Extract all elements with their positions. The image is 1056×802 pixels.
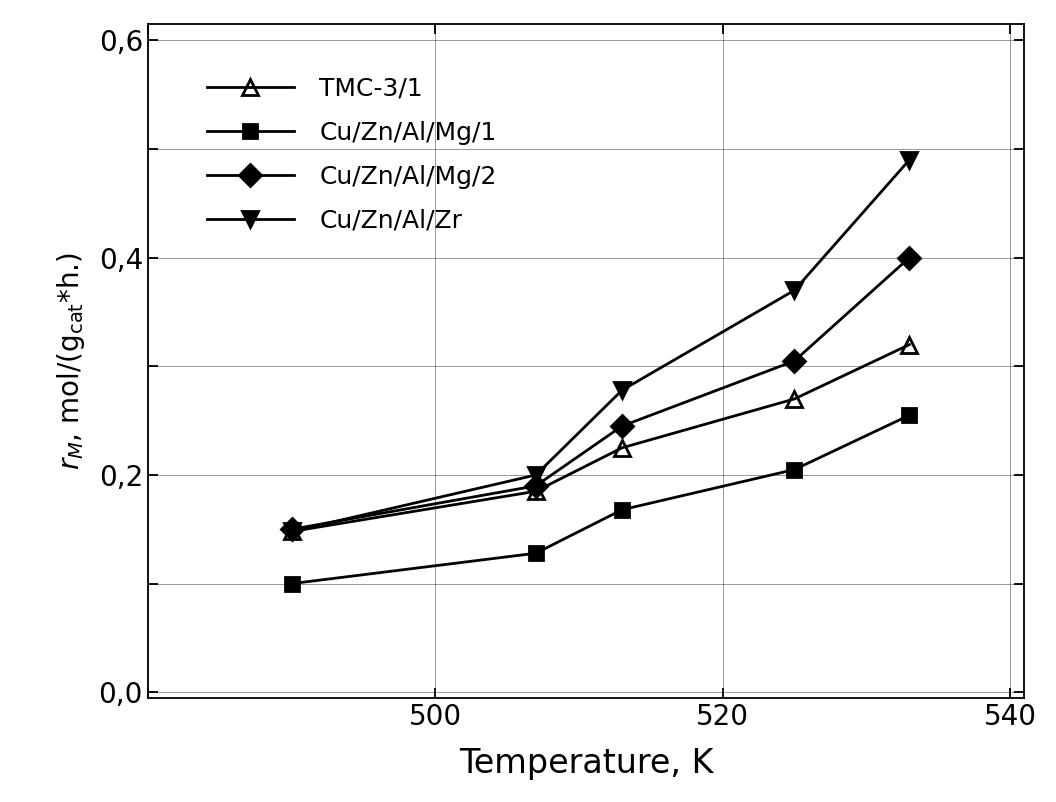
Cu/Zn/Al/Mg/1 [285, 579, 298, 589]
Cu/Zn/Al/Mg/1 [903, 411, 916, 420]
Line: Cu/Zn/Al/Mg/2: Cu/Zn/Al/Mg/2 [284, 250, 917, 537]
TMC-3/1 [616, 443, 628, 452]
X-axis label: Temperature, K: Temperature, K [458, 747, 714, 780]
Line: Cu/Zn/Al/Zr: Cu/Zn/Al/Zr [283, 152, 918, 540]
Cu/Zn/Al/Zr [788, 286, 800, 295]
Cu/Zn/Al/Mg/1 [616, 505, 628, 515]
Legend: TMC-3/1, Cu/Zn/Al/Mg/1, Cu/Zn/Al/Mg/2, Cu/Zn/Al/Zr: TMC-3/1, Cu/Zn/Al/Mg/1, Cu/Zn/Al/Mg/2, C… [187, 57, 516, 253]
Cu/Zn/Al/Mg/2 [285, 525, 298, 534]
Cu/Zn/Al/Mg/1 [788, 464, 800, 474]
Cu/Zn/Al/Mg/2 [903, 253, 916, 262]
Cu/Zn/Al/Zr [285, 527, 298, 537]
Y-axis label: $\mathit{r_M}$, mol/(g$_\mathregular{cat}$*h.): $\mathit{r_M}$, mol/(g$_\mathregular{cat… [56, 252, 88, 470]
TMC-3/1 [788, 394, 800, 403]
TMC-3/1 [285, 527, 298, 537]
Cu/Zn/Al/Mg/2 [788, 356, 800, 366]
Cu/Zn/Al/Zr [616, 386, 628, 395]
Line: TMC-3/1: TMC-3/1 [284, 337, 917, 539]
Cu/Zn/Al/Mg/1 [529, 549, 542, 558]
TMC-3/1 [903, 340, 916, 350]
Cu/Zn/Al/Zr [903, 155, 916, 164]
Cu/Zn/Al/Mg/2 [616, 421, 628, 431]
Cu/Zn/Al/Zr [529, 470, 542, 480]
Line: Cu/Zn/Al/Mg/1: Cu/Zn/Al/Mg/1 [284, 408, 917, 590]
Cu/Zn/Al/Mg/2 [529, 481, 542, 491]
TMC-3/1 [529, 487, 542, 496]
